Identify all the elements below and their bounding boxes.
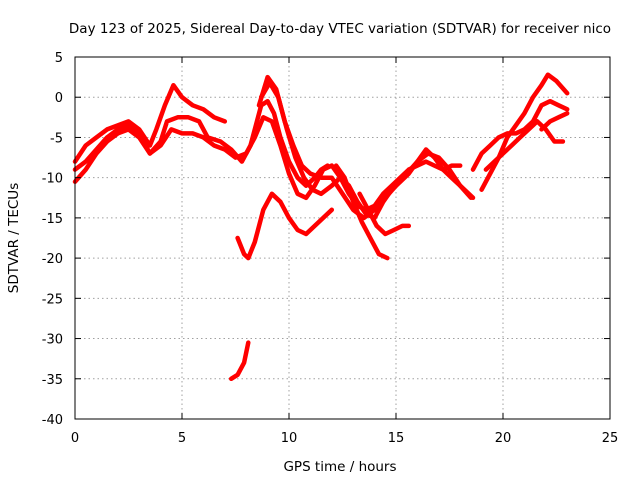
series-line-12 (483, 119, 566, 172)
y-axis-label: SDTVAR / TECUs (6, 183, 22, 293)
y-tick-label: -35 (42, 373, 63, 388)
series-line-13 (539, 111, 570, 132)
x-tick-label: 0 (71, 431, 79, 446)
x-tick-label: 20 (495, 431, 512, 446)
series-line-9 (228, 340, 251, 382)
series-line-3 (72, 115, 463, 213)
grid (75, 57, 610, 419)
series-line-2 (72, 82, 228, 164)
x-tick-label: 5 (178, 431, 186, 446)
y-tick-label: -5 (50, 131, 63, 146)
y-tick-label: -25 (42, 292, 63, 307)
x-axis-label: GPS time / hours (283, 459, 396, 475)
y-tick-label: -20 (42, 252, 63, 267)
series-line-6 (235, 191, 335, 261)
data-series (72, 72, 570, 382)
y-tick-label: -10 (42, 172, 63, 187)
plot-frame (74, 56, 611, 420)
series-line-5 (258, 80, 476, 221)
chart-title: Day 123 of 2025, Sidereal Day-to-day VTE… (69, 21, 611, 37)
series-line-11 (470, 98, 570, 172)
y-tick-label: -30 (42, 333, 63, 348)
y-tick-label: -15 (42, 212, 63, 227)
y-tick-label: -40 (42, 413, 63, 428)
series-line-8 (357, 191, 412, 237)
axis-ticks: 0 5 10 15 20 25 5 0 -5 -10 -15 -20 -25 -30 -35 -40 (42, 51, 619, 446)
series-line-1 (72, 98, 330, 188)
x-tick-label: 10 (281, 431, 298, 446)
series-line-7 (333, 163, 390, 261)
x-tick-label: 25 (602, 431, 619, 446)
y-tick-label: 5 (55, 51, 63, 66)
x-tick-label: 15 (388, 431, 405, 446)
y-tick-label: 0 (55, 91, 63, 106)
